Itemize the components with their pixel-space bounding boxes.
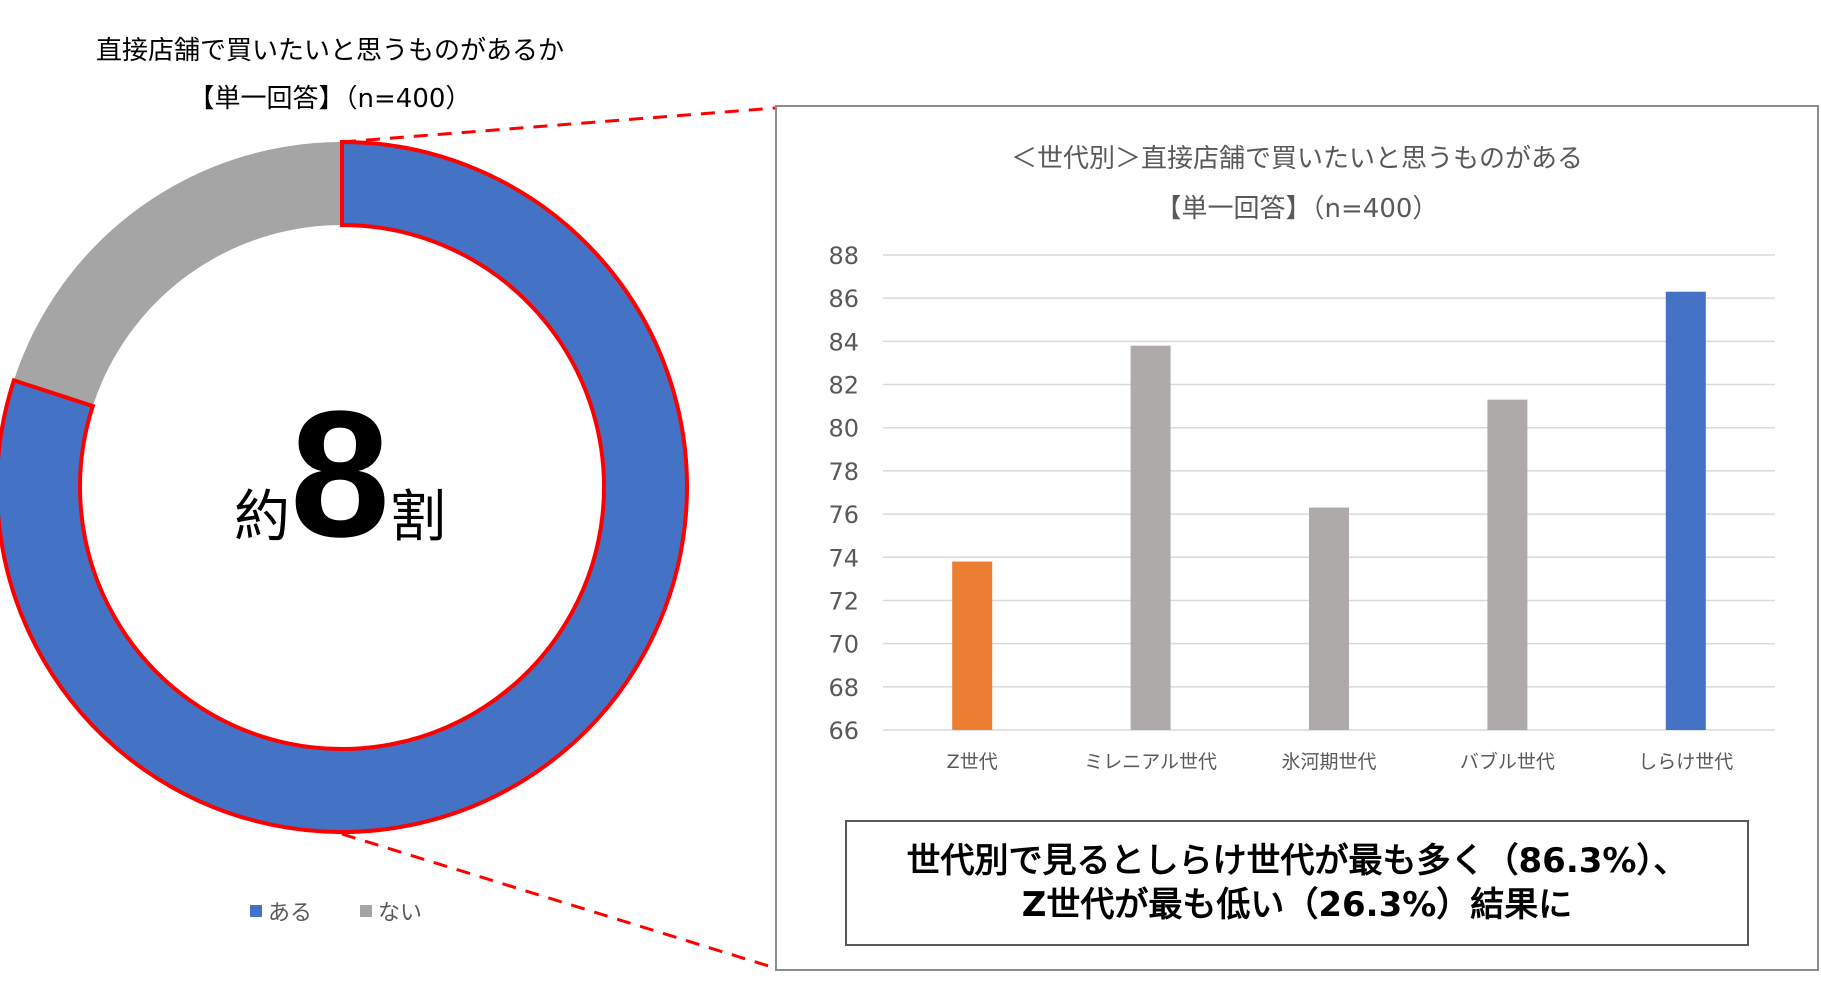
bar <box>952 561 993 730</box>
callout-line-2: Z世代が最も低い（26.3%）結果に <box>1021 885 1573 925</box>
donut-slice-no <box>13 141 343 407</box>
bar <box>1487 399 1528 730</box>
y-tick-label: 66 <box>828 717 859 745</box>
y-tick-label: 74 <box>828 544 859 572</box>
bar-chart-title: ＜世代別＞直接店舗で買いたいと思うものがある <box>1010 144 1583 174</box>
x-tick-label: 氷河期世代 <box>1281 751 1376 773</box>
y-tick-label: 82 <box>828 372 859 400</box>
x-tick-label: バブル世代 <box>1460 750 1555 773</box>
y-tick-label: 70 <box>828 631 859 659</box>
bar-chart-subtitle: 【単一回答】（n=400） <box>1155 194 1439 224</box>
x-tick-label: ミレニアル世代 <box>1084 751 1217 773</box>
y-tick-label: 80 <box>828 415 859 443</box>
donut-center-label: 約8割 <box>190 385 490 565</box>
y-tick-label: 72 <box>828 587 859 615</box>
legend-label-no: ない <box>378 901 423 926</box>
connector-lines <box>341 106 776 970</box>
center-value: 8 <box>289 374 391 575</box>
y-tick-label: 88 <box>828 242 859 270</box>
bar <box>1309 507 1349 730</box>
center-prefix: 約 <box>233 485 290 550</box>
legend-item-yes: ある <box>250 895 312 927</box>
legend-item-no: ない <box>360 895 422 927</box>
legend-swatch-no <box>360 905 373 917</box>
bar <box>1130 345 1171 730</box>
donut-chart <box>0 139 689 834</box>
x-tick-label: しらけ世代 <box>1638 751 1733 773</box>
bar <box>1665 291 1706 730</box>
y-tick-label: 84 <box>828 328 859 356</box>
center-suffix: 割 <box>390 485 447 550</box>
donut-legend: ある ない <box>250 895 422 927</box>
conclusion-callout: 世代別で見るとしらけ世代が最も多く（86.3%）、 Z世代が最も低い（26.3%… <box>845 820 1749 946</box>
bar-chart: 66 68 70 72 74 76 78 80 82 84 86 88 Z世代 ミレニアル世代 氷河期世代 バ… <box>828 242 1775 773</box>
connector-line-bottom <box>341 832 776 970</box>
y-tick-label: 68 <box>828 674 859 702</box>
x-tick-label: Z世代 <box>947 751 998 773</box>
legend-label-yes: ある <box>268 901 313 926</box>
callout-line-1: 世代別で見るとしらけ世代が最も多く（86.3%）、 <box>906 841 1688 881</box>
donut-title: 直接店舗で買いたいと思うものがあるか <box>95 36 564 66</box>
donut-subtitle: 【単一回答】（n=400） <box>188 84 472 114</box>
y-tick-label: 76 <box>828 501 859 529</box>
connector-line-top <box>341 106 776 144</box>
legend-swatch-yes <box>250 905 262 917</box>
y-tick-label: 78 <box>828 458 859 486</box>
y-tick-label: 86 <box>828 285 859 313</box>
donut-highlight-outline <box>0 139 689 834</box>
